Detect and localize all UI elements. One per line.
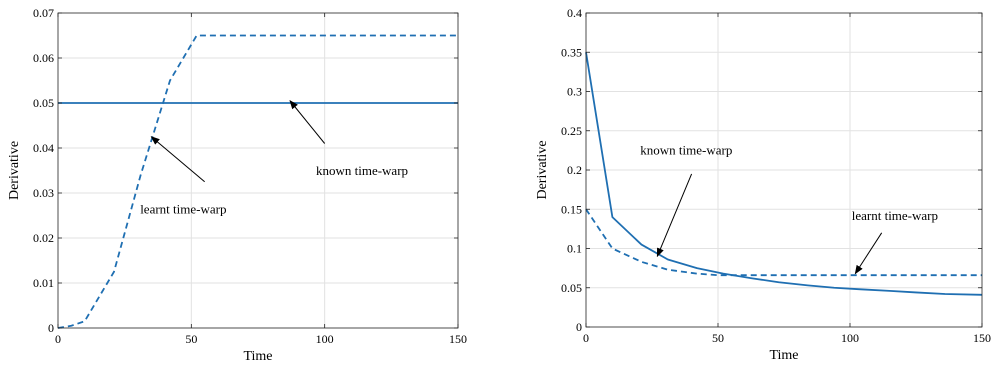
left-y-tick-label: 0.04 xyxy=(33,141,54,155)
right-series-solid-line xyxy=(585,52,983,296)
right-y-tick-label: 0.2 xyxy=(567,163,582,177)
left-x-tick-label: 0 xyxy=(55,332,61,346)
right-x-tick-label: 0 xyxy=(583,331,589,345)
left-series-dashed-line xyxy=(57,34,458,329)
left-plot-area xyxy=(58,13,458,328)
right-known-time-warp-annotation: known time-warp xyxy=(640,142,732,157)
right-y-tick-label: 0.4 xyxy=(567,6,582,20)
right-x-tick-label: 50 xyxy=(712,331,724,345)
right-x-tick-label: 100 xyxy=(841,331,859,345)
right-y-tick-label: 0.25 xyxy=(561,124,582,138)
right-y-tick-label: 0.05 xyxy=(561,281,582,295)
right-known-time-warp-arrow xyxy=(656,173,693,258)
right-y-tick-label: 0.3 xyxy=(567,85,582,99)
left-learnt-time-warp-arrow xyxy=(150,136,205,183)
left-x-tick-label: 50 xyxy=(185,332,197,346)
left-y-tick-label: 0.02 xyxy=(33,231,54,245)
right-learnt-time-warp-annotation: learnt time-warp xyxy=(852,208,938,223)
left-y-tick-label: 0.07 xyxy=(33,6,54,20)
left-y-axis-label: Derivative xyxy=(7,141,22,200)
left-x-axis-label: Time xyxy=(243,349,272,364)
left-axes-frame xyxy=(57,12,459,329)
left-y-tick-label: 0 xyxy=(48,321,54,335)
right-chart: 0 50 100 150 0 0.05 0.1 0.15 0.2 0.25 0.3 0.35 0.4 Ti… xyxy=(535,6,991,363)
right-y-axis-label: Derivative xyxy=(535,140,550,199)
left-chart: 0 50 100 150 0 0.01 0.02 0.03 0.04 0.05 0.06 0.07 Ti… xyxy=(7,6,467,364)
left-y-tick-label: 0.06 xyxy=(33,51,54,65)
left-y-tick-label: 0.03 xyxy=(33,186,54,200)
left-y-tick-label: 0.01 xyxy=(33,276,54,290)
left-known-time-warp-annotation: known time-warp xyxy=(316,163,408,178)
left-learnt-time-warp-annotation: learnt time-warp xyxy=(140,201,226,216)
right-y-tick-label: 0.1 xyxy=(567,242,582,256)
right-learnt-time-warp-arrow xyxy=(854,232,883,275)
right-x-axis-label: Time xyxy=(769,348,798,363)
left-x-tick-label: 150 xyxy=(449,332,467,346)
right-y-tick-label: 0.35 xyxy=(561,45,582,59)
right-y-tick-label: 0 xyxy=(576,320,582,334)
left-known-time-warp-arrow xyxy=(289,100,326,144)
left-x-tick-label: 100 xyxy=(316,332,334,346)
right-y-tick-label: 0.15 xyxy=(561,202,582,216)
left-y-tick-label: 0.05 xyxy=(33,96,54,110)
right-x-tick-label: 150 xyxy=(973,331,991,345)
